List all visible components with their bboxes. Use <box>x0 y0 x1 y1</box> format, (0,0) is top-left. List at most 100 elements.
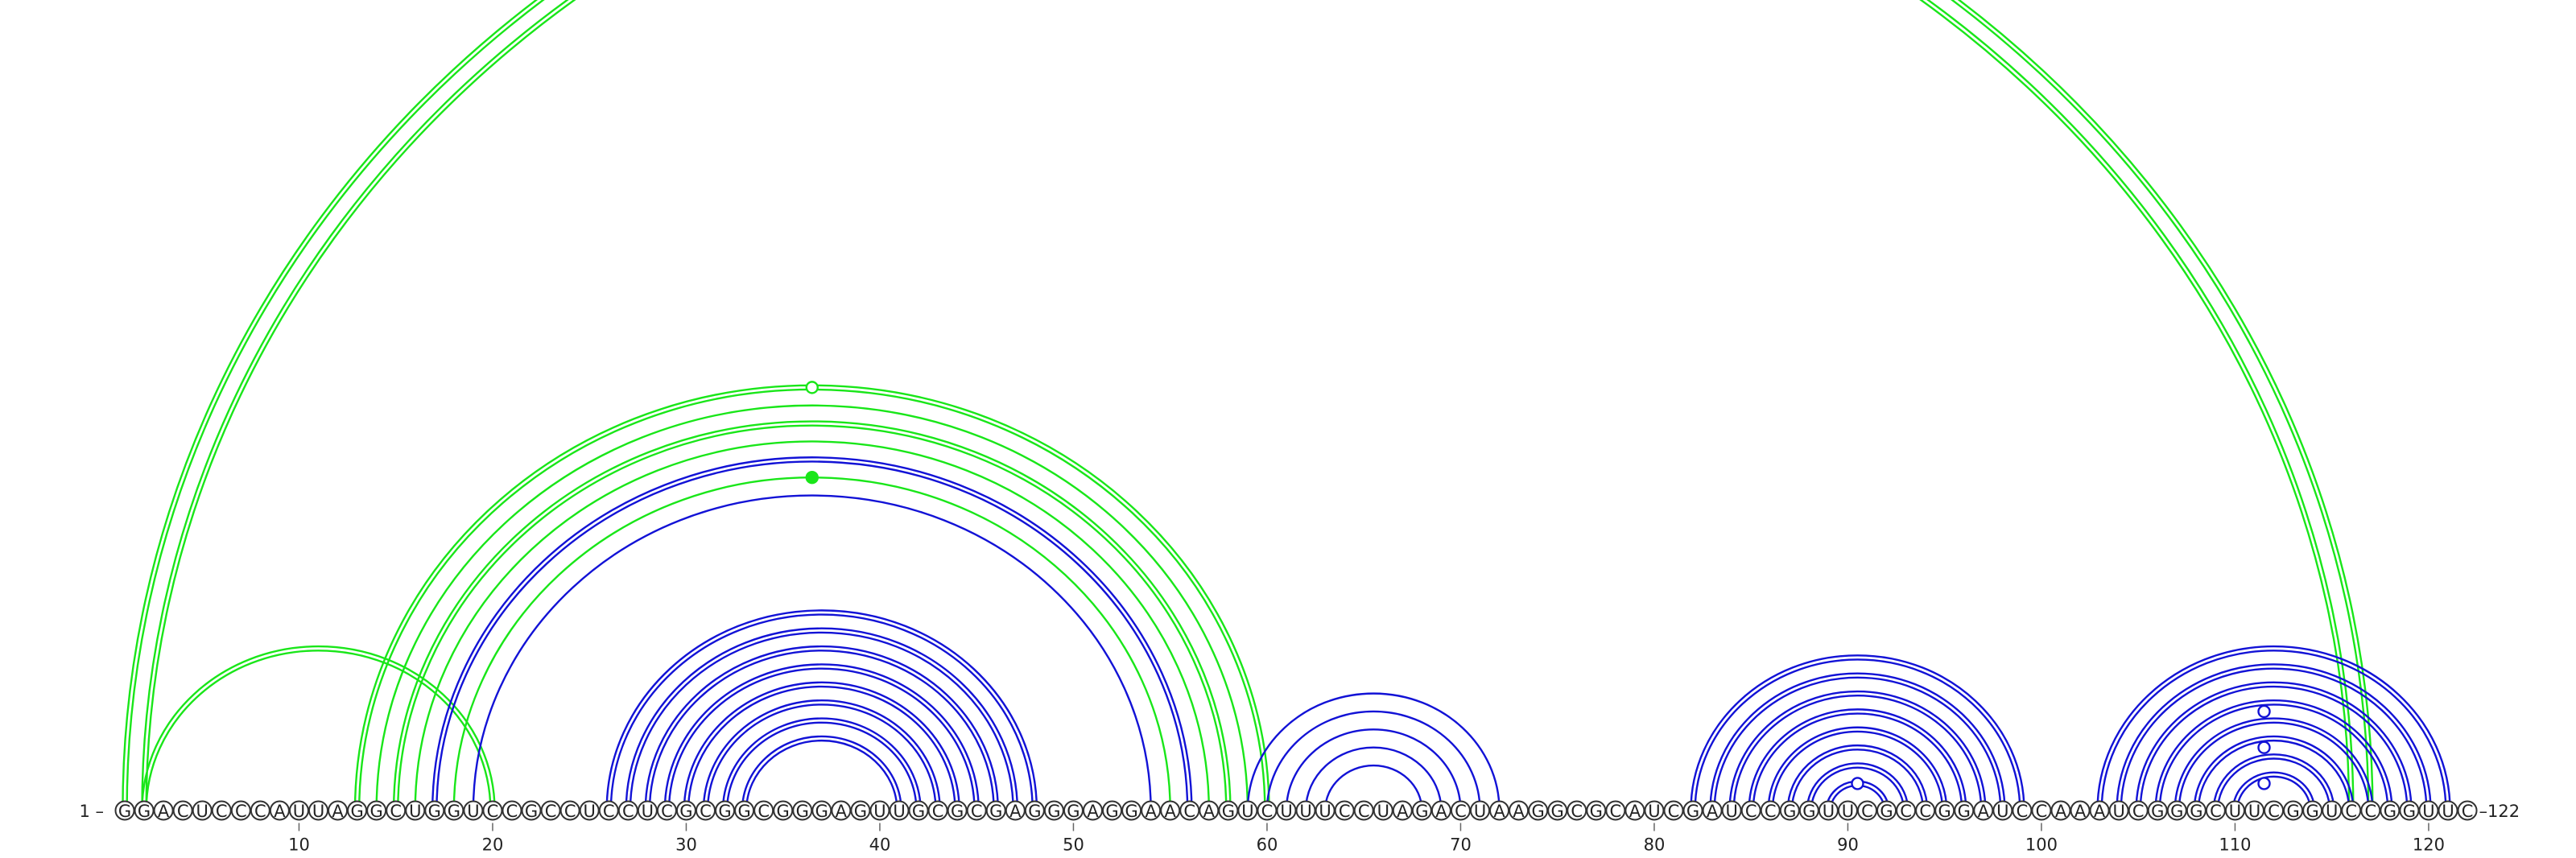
nucleotide-circle <box>540 800 561 821</box>
nucleotide-circle <box>2050 800 2071 821</box>
nucleotide-letter: C <box>1900 802 1912 821</box>
nucleotide-78: C <box>1605 800 1626 821</box>
nucleotide-63: U <box>1315 800 1335 821</box>
nucleotide-circle <box>1141 800 1162 821</box>
nucleotide-circle <box>947 800 968 821</box>
nucleotide-100: C <box>2031 800 2052 821</box>
nucleotide-20: C <box>482 800 503 821</box>
nucleotide-letter: G <box>525 802 538 821</box>
nucleotide-letter: U <box>1377 802 1389 821</box>
nucleotide-circle <box>2128 800 2149 821</box>
nucleotide-95: G <box>1934 800 1955 821</box>
nucleotide-circle <box>1973 800 1994 821</box>
nucleotide-letter: U <box>409 802 421 821</box>
nucleotide-letter: G <box>1532 802 1545 821</box>
nucleotide-letter: G <box>2403 802 2416 821</box>
arc-marker-2 <box>1851 777 1864 790</box>
base-pair-arc-32-42 <box>721 717 922 811</box>
nucleotide-circle <box>2108 800 2129 821</box>
nucleotide-letter: G <box>1938 802 1951 821</box>
nucleotide-37: G <box>811 800 832 821</box>
nucleotide-116: C <box>2341 800 2362 821</box>
base-pair-arc-18-55 <box>452 476 1171 811</box>
nucleotide-13: G <box>347 800 368 821</box>
tick-label-100: 100 <box>2025 835 2058 855</box>
nucleotide-letter: G <box>2286 802 2299 821</box>
nucleotide-circle <box>1992 800 2013 821</box>
base-pair-arc-110-114 <box>2235 775 2312 811</box>
nucleotide-letter: G <box>1686 802 1699 821</box>
nucleotide-circle <box>656 800 677 821</box>
nucleotide-44: G <box>947 800 968 821</box>
nucleotide-letter: A <box>1203 802 1216 821</box>
nucleotide-68: G <box>1411 800 1432 821</box>
nucleotide-122: C <box>2457 800 2478 821</box>
tick-label-50: 50 <box>1063 835 1084 855</box>
nucleotide-circle <box>831 800 852 821</box>
nucleotide-letter: C <box>1919 802 1931 821</box>
nucleotide-circle <box>889 800 910 821</box>
nucleotide-99: C <box>2012 800 2033 821</box>
nucleotide-circle <box>1315 800 1335 821</box>
nucleotide-letter: U <box>1280 802 1292 821</box>
nucleotide-circle <box>811 800 832 821</box>
nucleotide-circle <box>230 800 251 821</box>
nucleotide-106: G <box>2147 800 2168 821</box>
nucleotide-69: A <box>1430 800 1451 821</box>
base-pair-arc-83-98 <box>1713 676 2002 811</box>
nucleotide-6: C <box>211 800 232 821</box>
nucleotide-121: U <box>2438 800 2458 821</box>
nucleotide-65: C <box>1353 800 1374 821</box>
arc-marker-1 <box>805 471 819 485</box>
nucleotide-107: G <box>2166 800 2187 821</box>
nucleotide-letter: C <box>2017 802 2029 821</box>
nucleotide-circle <box>250 800 270 821</box>
base-pair-arcs <box>122 0 2451 811</box>
nucleotide-circle <box>2380 800 2401 821</box>
nucleotide-letter: G <box>815 802 828 821</box>
nucleotide-22: G <box>521 800 542 821</box>
nucleotide-circle <box>1567 800 1587 821</box>
nucleotide-letter: C <box>2132 802 2145 821</box>
nucleotide-circle <box>347 800 368 821</box>
nucleotide-circle <box>869 800 890 821</box>
nucleotide-letter: U <box>584 802 596 821</box>
nucleotide-letter: C <box>1571 802 1583 821</box>
base-pair-arc-103-121 <box>2100 650 2447 811</box>
nucleotide-letter: G <box>1880 802 1893 821</box>
base-pair-arc-109-115 <box>2216 757 2331 811</box>
nucleotide-letter: A <box>2094 802 2106 821</box>
nucleotide-59: U <box>1237 800 1258 821</box>
nucleotide-75: G <box>1547 800 1568 821</box>
nucleotide-97: A <box>1973 800 1994 821</box>
nucleotide-circle <box>308 800 328 821</box>
nucleotide-letter: G <box>1105 802 1118 821</box>
nucleotide-73: A <box>1509 800 1530 821</box>
nucleotide-letter: G <box>796 802 809 821</box>
tick-label-120: 120 <box>2413 835 2445 855</box>
nucleotide-letter: G <box>448 802 460 821</box>
nucleotide-62: U <box>1295 800 1316 821</box>
nucleotide-45: C <box>966 800 987 821</box>
nucleotide-117: C <box>2360 800 2381 821</box>
base-pair-arc-16-57 <box>414 440 1210 811</box>
nucleotide-111: U <box>2244 800 2264 821</box>
base-pair-arc-85-96 <box>1748 708 1967 811</box>
nucleotide-circle <box>172 800 193 821</box>
nucleotide-76: C <box>1567 800 1587 821</box>
base-pair-arc-84-97 <box>1732 695 1983 811</box>
nucleotide-circle <box>328 800 349 821</box>
base-pair-arc-83-98 <box>1709 672 2006 811</box>
nucleotide-86: C <box>1760 800 1781 821</box>
nucleotide-circle <box>1954 800 1975 821</box>
nucleotide-letter: G <box>1802 802 1815 821</box>
base-pair-arc-62-69 <box>1304 746 1443 811</box>
nucleotide-circle <box>617 800 638 821</box>
base-pair-arc-107-117 <box>2178 721 2370 811</box>
nucleotide-7: C <box>230 800 251 821</box>
base-pair-arc-88-93 <box>1810 766 1905 811</box>
nucleotide-circle <box>192 800 213 821</box>
nucleotide-letter: G <box>1783 802 1796 821</box>
base-pair-arc-28-46 <box>648 650 995 811</box>
nucleotide-circle <box>2457 800 2478 821</box>
